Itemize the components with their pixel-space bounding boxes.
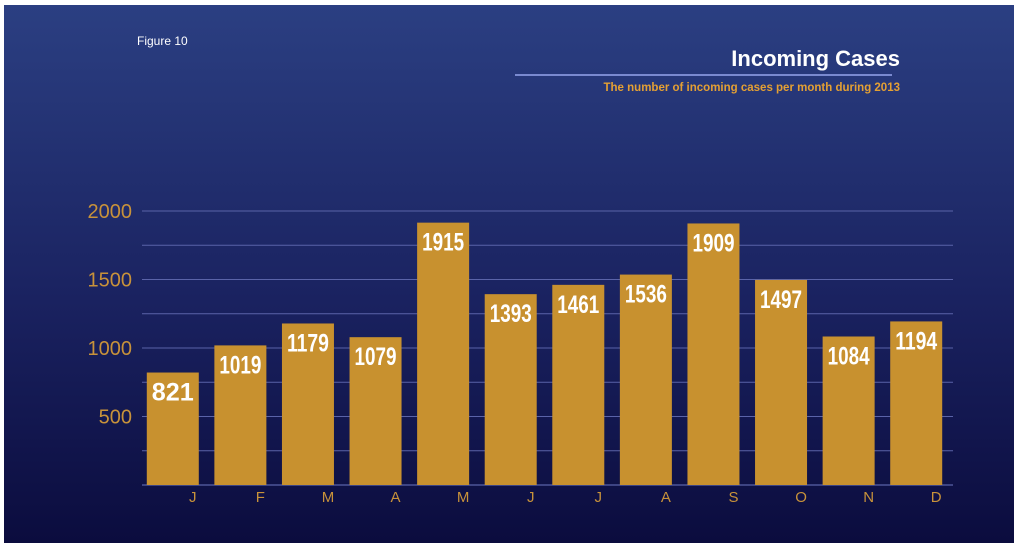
bar-value-label: 1497 xyxy=(760,286,802,314)
bar xyxy=(281,323,334,485)
x-tick-label: D xyxy=(931,489,942,506)
bar-value-label: 1019 xyxy=(219,351,261,379)
bar xyxy=(484,294,537,485)
x-tick-label: M xyxy=(322,489,335,506)
bar xyxy=(146,372,199,485)
x-tick-label: J xyxy=(595,489,603,506)
bar xyxy=(890,321,943,485)
x-tick-label: S xyxy=(728,489,738,506)
x-tick-label: J xyxy=(189,489,197,506)
bar-value-label: 1179 xyxy=(287,329,329,357)
figure-label: Figure 10 xyxy=(137,34,188,48)
chart-subtitle: The number of incoming cases per month d… xyxy=(603,82,901,94)
bar xyxy=(822,336,875,485)
bar-value-label: 1084 xyxy=(828,342,870,370)
chart-title: Incoming Cases xyxy=(731,46,900,71)
title-divider xyxy=(515,74,892,76)
bar xyxy=(687,223,740,486)
x-tick-label: F xyxy=(256,489,265,506)
bar xyxy=(349,337,402,485)
x-tick-label: A xyxy=(661,489,671,506)
y-tick-label: 2000 xyxy=(88,201,133,223)
bar-value-label: 1536 xyxy=(625,281,667,309)
x-tick-label: J xyxy=(527,489,535,506)
data-labels: 821 1019 1179 1079 1915 1393 1461 1536 1909 1497 1… xyxy=(152,229,937,407)
bar xyxy=(214,345,267,485)
bar-value-label: 1461 xyxy=(557,291,599,319)
y-tick-label: 1000 xyxy=(88,338,133,360)
gridlines xyxy=(142,210,953,486)
bar-value-label: 1393 xyxy=(490,300,532,328)
bar-value-label: 1194 xyxy=(895,327,937,355)
x-tick-label: A xyxy=(391,489,401,506)
y-tick-label: 500 xyxy=(99,407,132,429)
bars xyxy=(146,222,943,486)
bar xyxy=(619,274,672,485)
bar-value-label: 821 xyxy=(152,379,194,407)
bar-value-label: 1079 xyxy=(355,343,397,371)
bar xyxy=(417,222,470,485)
y-axis: 500 1000 1500 2000 xyxy=(88,201,133,429)
bar-value-label: 1915 xyxy=(422,229,464,257)
x-tick-label: O xyxy=(795,489,807,506)
bar xyxy=(552,284,605,485)
y-tick-label: 1500 xyxy=(88,270,133,292)
x-tick-label: N xyxy=(863,489,874,506)
bar xyxy=(755,279,808,485)
bar-value-label: 1909 xyxy=(692,229,734,257)
x-tick-label: M xyxy=(457,489,470,506)
